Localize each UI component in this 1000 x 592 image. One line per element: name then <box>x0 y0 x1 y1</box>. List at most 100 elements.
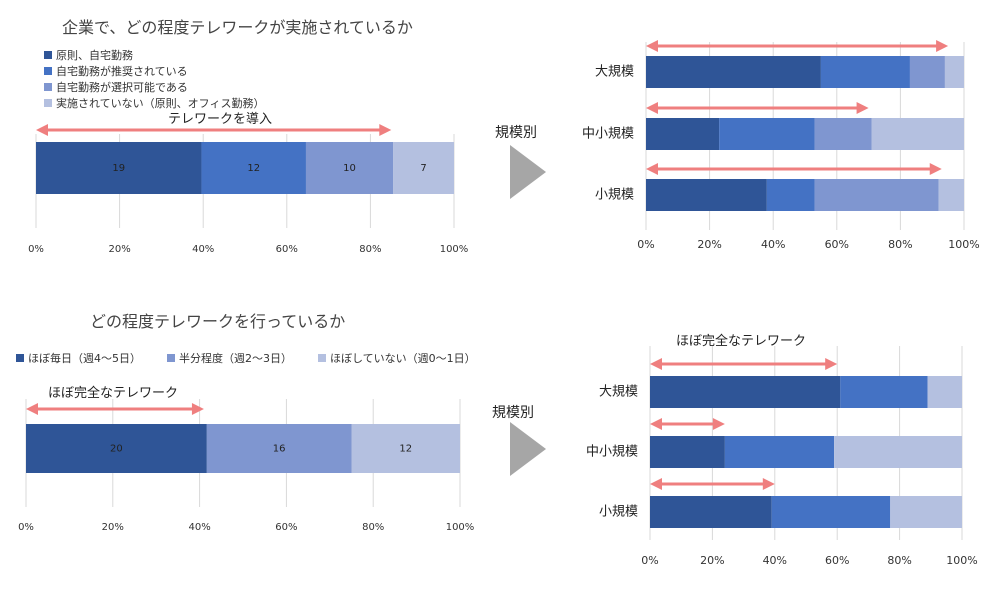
data-label: 7 <box>420 163 426 174</box>
x-tick-label: 80% <box>888 238 912 251</box>
bar-segment <box>927 376 962 408</box>
category-label: 中小規模 <box>582 127 634 142</box>
bottom-legend: ほぼ毎日（週4〜5日） 半分程度（週2〜3日） ほぼしていない（週0〜1日） <box>16 350 476 366</box>
x-tick-label: 20% <box>700 554 724 567</box>
x-tick-label: 20% <box>102 522 124 533</box>
top-left-chart: 0% 20% 40% 60% 80% 100% 19 12 10 7 <box>28 124 469 255</box>
bar-segment <box>305 142 394 194</box>
bar-segment <box>650 376 841 408</box>
bar-segment <box>646 56 821 88</box>
bottom-left-arrow-label: ほぼ完全なテレワーク <box>48 386 179 401</box>
bar-segment <box>771 496 891 528</box>
x-tick-label: 80% <box>887 554 911 567</box>
data-label: 20 <box>110 444 123 455</box>
x-tick-label: 60% <box>825 238 849 251</box>
bar-segment <box>944 56 964 88</box>
bottom-chart-title: どの程度テレワークを行っているか <box>90 312 346 331</box>
range-arrow <box>646 102 869 114</box>
x-tick-label: 80% <box>359 244 381 255</box>
top-by-size-label: 規模別 <box>495 125 537 141</box>
x-tick-label: 0% <box>641 554 658 567</box>
range-arrow <box>36 124 392 136</box>
right-arrow-icon <box>510 145 546 199</box>
bar-segment <box>890 496 962 528</box>
x-tick-label: 0% <box>28 244 44 255</box>
x-tick-label: 80% <box>362 522 384 533</box>
right-arrow-icon <box>510 422 546 476</box>
legend-item: ほぼしていない（週0〜1日） <box>318 350 476 366</box>
bar-segment <box>351 424 460 473</box>
bar-segment <box>650 436 725 468</box>
x-tick-label: 100% <box>948 238 979 251</box>
x-tick-label: 60% <box>276 244 298 255</box>
x-tick-label: 60% <box>275 522 297 533</box>
legend-label: 自宅勤務が推奨されている <box>56 65 188 78</box>
bar-segment <box>814 179 939 211</box>
data-label: 12 <box>247 163 260 174</box>
range-arrow <box>650 418 725 430</box>
bar-segment <box>909 56 945 88</box>
bar-segment <box>650 496 772 528</box>
legend-swatch <box>44 67 52 75</box>
bar-segment <box>938 179 964 211</box>
legend-label: ほぼしていない（週0〜1日） <box>330 352 476 365</box>
range-arrow <box>646 163 942 175</box>
legend-swatch <box>44 51 52 59</box>
top-left-arrow-label: テレワークを導入 <box>168 112 273 127</box>
range-arrow <box>646 40 949 52</box>
legend-swatch <box>318 354 326 362</box>
bar-segment <box>724 436 835 468</box>
range-arrow <box>650 358 838 370</box>
legend-swatch <box>44 99 52 107</box>
x-tick-label: 40% <box>761 238 785 251</box>
bar-segment <box>834 436 962 468</box>
x-tick-label: 100% <box>446 522 475 533</box>
bar-segment <box>820 56 910 88</box>
top-legend: 原則、自宅勤務 自宅勤務が推奨されている 自宅勤務が選択可能である 実施されてい… <box>44 47 264 111</box>
data-label: 10 <box>343 163 356 174</box>
bar-segment <box>201 142 306 194</box>
legend-item: ほぼ毎日（週4〜5日） <box>16 350 141 366</box>
legend-label: 実施されていない（原則、オフィス勤務） <box>56 97 265 110</box>
bar-segment <box>36 142 202 194</box>
legend-label: 半分程度（週2〜3日） <box>179 352 292 365</box>
x-tick-label: 0% <box>18 522 34 533</box>
category-label: 大規模 <box>599 385 638 400</box>
bar-segment <box>871 118 964 150</box>
top-chart-title: 企業で、どの程度テレワークが実施されているか <box>62 18 413 37</box>
legend-label: 自宅勤務が選択可能である <box>56 81 188 94</box>
legend-label: 原則、自宅勤務 <box>56 49 133 62</box>
legend-swatch <box>167 354 175 362</box>
legend-item: 原則、自宅勤務 <box>44 47 264 63</box>
data-label: 16 <box>273 444 286 455</box>
bottom-by-size-label: 規模別 <box>492 405 534 421</box>
x-tick-label: 100% <box>440 244 469 255</box>
legend-item: 半分程度（週2〜3日） <box>167 350 292 366</box>
bar-segment <box>646 179 767 211</box>
bar-segment <box>766 179 815 211</box>
data-label: 12 <box>399 444 412 455</box>
range-arrow <box>26 403 204 415</box>
category-label: 小規模 <box>595 188 634 203</box>
x-tick-label: 100% <box>946 554 977 567</box>
category-label: 中小規模 <box>586 445 638 460</box>
x-tick-label: 0% <box>637 238 654 251</box>
bar-segment <box>393 142 454 194</box>
legend-item: 自宅勤務が推奨されている <box>44 63 264 79</box>
bar-segment <box>840 376 928 408</box>
range-arrow <box>650 478 775 490</box>
x-tick-label: 60% <box>825 554 849 567</box>
category-label: 大規模 <box>595 65 634 80</box>
bottom-right-arrow-label: ほぼ完全なテレワーク <box>676 334 807 349</box>
bar-segment <box>814 118 872 150</box>
legend-label: ほぼ毎日（週4〜5日） <box>28 352 141 365</box>
legend-item: 実施されていない（原則、オフィス勤務） <box>44 95 264 111</box>
category-label: 小規模 <box>599 505 638 520</box>
bar-segment <box>719 118 815 150</box>
bottom-left-chart: 0% 20% 40% 60% 80% 100% 20 16 12 <box>18 399 475 533</box>
bar-segment <box>646 118 720 150</box>
bar-segment <box>206 424 352 473</box>
legend-swatch <box>16 354 24 362</box>
